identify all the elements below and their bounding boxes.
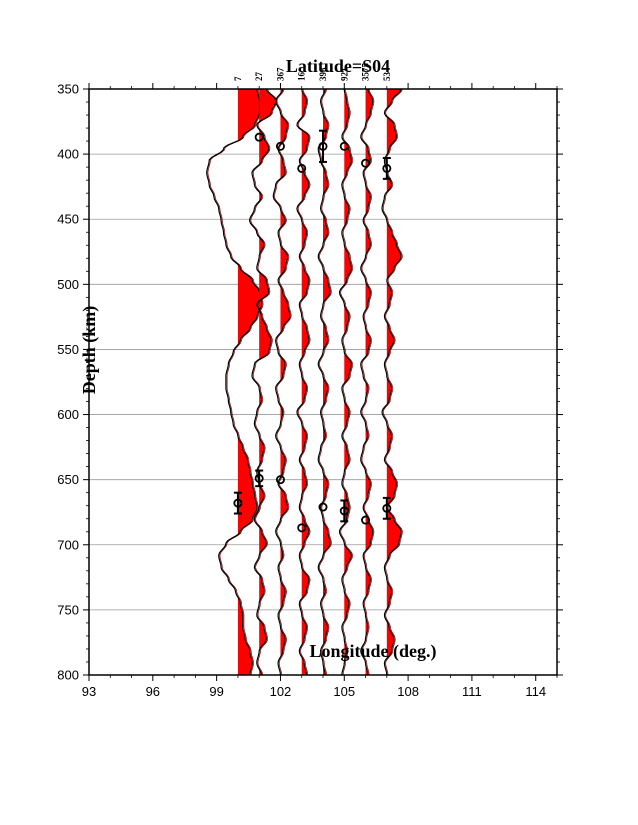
pick-marker xyxy=(382,163,392,173)
trace-bootstrap-line xyxy=(361,88,375,676)
trace-count-labels: 7 27 367 16 398 921 3575 53 xyxy=(233,63,392,82)
trace-positive-fill xyxy=(386,89,402,675)
trace-bootstrap-line xyxy=(382,88,403,676)
trace-positive-fill xyxy=(259,89,276,675)
y-tick-label: 400 xyxy=(57,147,79,162)
pick-marker xyxy=(297,523,307,533)
pick-marker xyxy=(318,502,328,512)
trace-bootstrap-line xyxy=(250,88,278,676)
x-tick-label: 96 xyxy=(146,684,160,699)
pick-marker xyxy=(318,141,328,151)
trace-line xyxy=(317,88,331,676)
pick-marker xyxy=(339,506,349,516)
trace-line xyxy=(381,88,402,676)
y-tick-label: 600 xyxy=(57,407,79,422)
trace-count-label: 921 xyxy=(339,67,349,81)
y-tick-label: 700 xyxy=(57,537,79,552)
waveform-traces xyxy=(206,88,403,676)
trace-bootstrap-line xyxy=(340,88,354,676)
pick-marker xyxy=(254,473,264,483)
trace-positive-fill xyxy=(323,89,331,675)
trace-count-label: 27 xyxy=(254,72,264,82)
trace-positive-fill xyxy=(344,89,352,675)
trace-positive-fill xyxy=(301,89,309,675)
y-axis-title: Depth (km) xyxy=(79,306,100,395)
trace-line xyxy=(272,88,291,676)
pick-marker xyxy=(339,141,349,151)
trace-count-label: 398 xyxy=(318,67,328,81)
x-axis-title: Longitude (deg.) xyxy=(309,641,436,662)
y-tick-label: 450 xyxy=(57,212,79,227)
x-tick-label: 93 xyxy=(82,684,96,699)
pick-marker xyxy=(275,475,285,485)
pick-marker xyxy=(361,158,371,168)
trace-bootstrap-line xyxy=(274,88,292,676)
x-tick-label: 105 xyxy=(333,684,355,699)
x-tick-label: 108 xyxy=(397,684,419,699)
trace-count-label: 7 xyxy=(233,76,243,81)
y-tick-label: 350 xyxy=(57,82,79,97)
pick-marker xyxy=(275,141,285,151)
chart-title: Latitude=S04 xyxy=(286,56,390,76)
y-tick-label: 550 xyxy=(57,342,79,357)
y-tick-label: 750 xyxy=(57,602,79,617)
trace-count-label: 367 xyxy=(275,67,285,81)
x-tick-label: 111 xyxy=(462,684,482,699)
pick-marker xyxy=(233,498,243,508)
x-tick-label: 99 xyxy=(209,684,223,699)
trace-line xyxy=(338,88,353,676)
trace-bootstrap-line xyxy=(319,88,332,676)
pick-marker xyxy=(361,515,371,525)
x-tick-label: 114 xyxy=(525,684,546,699)
x-tick-label: 102 xyxy=(270,684,292,699)
pick-marker xyxy=(382,503,392,513)
trace-count-label: 16 xyxy=(297,72,307,82)
trace-line xyxy=(248,88,277,676)
trace-line xyxy=(296,88,310,676)
y-tick-label: 800 xyxy=(57,668,79,683)
trace-bootstrap-line xyxy=(297,88,311,676)
pick-marker xyxy=(254,132,264,142)
pick-marker xyxy=(297,163,307,173)
trace-positive-fill xyxy=(365,89,373,675)
trace-count-label: 53 xyxy=(382,72,392,82)
y-tick-label: 500 xyxy=(57,277,79,292)
trace-line xyxy=(360,88,374,676)
trace-line xyxy=(206,88,263,676)
trace-bootstrap-line xyxy=(207,88,264,676)
trace-count-label: 3575 xyxy=(361,63,371,82)
discontinuity-picks xyxy=(233,129,392,533)
trace-positive-fill xyxy=(237,89,262,675)
y-tick-label: 650 xyxy=(57,472,79,487)
